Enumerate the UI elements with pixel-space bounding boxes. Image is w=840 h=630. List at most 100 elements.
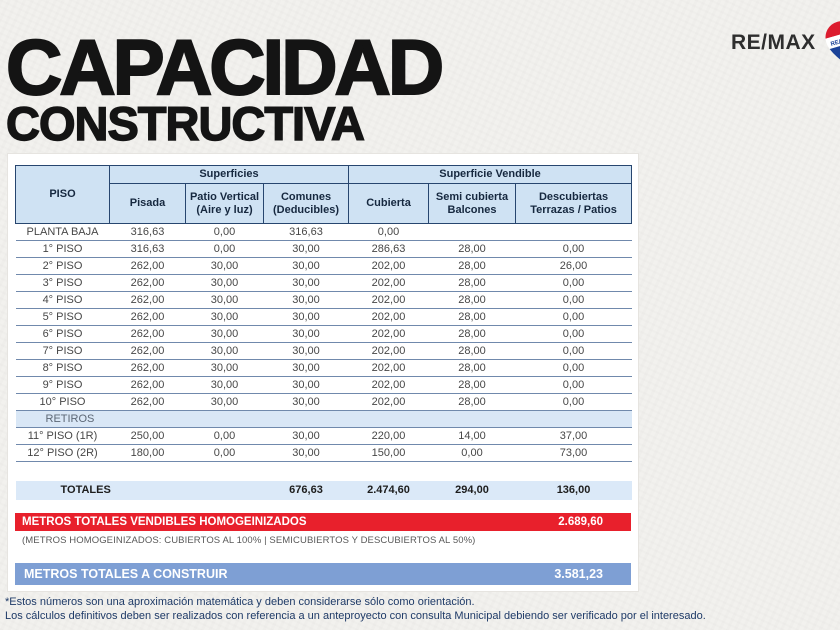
value-cell: 0,00 [348, 223, 429, 241]
value-cell: 28,00 [428, 274, 516, 292]
value-cell: 30,00 [185, 308, 264, 326]
table-row: PLANTA BAJA 316,63 0,00 316,63 0,00 [15, 223, 632, 241]
floor-label: 10° PISO [15, 393, 110, 411]
table-row: 7° PISO 262,00 30,00 30,00 202,00 28,00 0,00 [15, 342, 632, 360]
floor-label: 1° PISO [15, 240, 110, 258]
value-cell: 262,00 [109, 308, 186, 326]
table-row: 12° PISO (2R) 180,00 0,00 30,00 150,00 0,00 73… [15, 444, 632, 462]
value-cell: 30,00 [263, 359, 349, 377]
value-cell: 202,00 [348, 308, 429, 326]
value-cell: 0,00 [515, 325, 632, 343]
value-cell: 28,00 [428, 359, 516, 377]
value-cell: 30,00 [185, 274, 264, 292]
table-row: 10° PISO 262,00 30,00 30,00 202,00 28,00 0,00 [15, 393, 632, 411]
vendibles-label: METROS TOTALES VENDIBLES HOMOGEINIZADOS [22, 515, 307, 528]
value-cell: 28,00 [428, 257, 516, 275]
section-row: RETIROS [15, 410, 632, 428]
value-cell: 0,00 [185, 223, 264, 241]
value-cell: 262,00 [109, 291, 186, 309]
table-header: PISO Superficies Superficie Vendible Pis… [15, 165, 633, 224]
spacer-row [16, 462, 632, 481]
value-cell: 150,00 [348, 444, 429, 462]
vendibles-value: 2.689,60 [558, 515, 603, 528]
header-group-vendible: Superficie Vendible [347, 165, 633, 184]
value-cell: 28,00 [428, 342, 516, 360]
value-cell: 180,00 [109, 444, 186, 462]
value-cell: 30,00 [185, 342, 264, 360]
value-cell: 316,63 [109, 223, 186, 241]
capacity-card: PISO Superficies Superficie Vendible Pis… [8, 154, 638, 591]
table-row: 1° PISO 316,63 0,00 30,00 286,63 28,00 0,00 [15, 240, 632, 258]
value-cell: 262,00 [109, 393, 186, 411]
value-cell: 0,00 [515, 376, 632, 394]
remax-wordmark: RE/MAX [731, 31, 816, 54]
table-row: 2° PISO 262,00 30,00 30,00 202,00 28,00 26,00 [15, 257, 632, 275]
floor-label: 8° PISO [15, 359, 110, 377]
value-cell: 28,00 [428, 240, 516, 258]
value-cell: 262,00 [109, 359, 186, 377]
value-cell: 28,00 [428, 376, 516, 394]
capacity-table: PISO Superficies Superficie Vendible Pis… [15, 165, 633, 500]
value-cell: 30,00 [263, 291, 349, 309]
construir-value: 3.581,23 [554, 566, 603, 581]
floor-label: 9° PISO [15, 376, 110, 394]
totals-descubiertas: 136,00 [515, 480, 632, 500]
value-cell: 30,00 [185, 359, 264, 377]
value-cell: 30,00 [185, 291, 264, 309]
value-cell: 202,00 [348, 291, 429, 309]
totals-semicubierta: 294,00 [428, 480, 516, 500]
value-cell: 30,00 [263, 257, 349, 275]
table-row: 9° PISO 262,00 30,00 30,00 202,00 28,00 0,00 [15, 376, 632, 394]
vendibles-bar: METROS TOTALES VENDIBLES HOMOGEINIZADOS … [15, 512, 631, 531]
disclaimer-line-2: Los cálculos definitivos deben ser reali… [5, 609, 706, 622]
value-cell: 316,63 [109, 240, 186, 258]
totals-cubierta: 2.474,60 [348, 480, 429, 500]
value-cell: 30,00 [263, 308, 349, 326]
table-row: 5° PISO 262,00 30,00 30,00 202,00 28,00 0,00 [15, 308, 632, 326]
section-label: RETIROS [15, 410, 632, 428]
totals-row: TOTALES 676,63 2.474,60 294,00 136,00 [15, 480, 632, 500]
value-cell: 28,00 [428, 393, 516, 411]
table-row: 3° PISO 262,00 30,00 30,00 202,00 28,00 0,00 [15, 274, 632, 292]
value-cell: 0,00 [515, 240, 632, 258]
header-pisada: Pisada [109, 183, 186, 224]
floor-label: 3° PISO [15, 274, 110, 292]
header-comunes: Comunes (Deducibles) [263, 183, 349, 224]
table-row: 11° PISO (1R) 250,00 0,00 30,00 220,00 14,00 3… [15, 427, 632, 445]
floor-label: 2° PISO [15, 257, 110, 275]
header-semicubierta: Semi cubierta Balcones [428, 183, 516, 224]
floor-label: PLANTA BAJA [15, 223, 110, 241]
construir-bar: METROS TOTALES A CONSTRUIR 3.581,23 [15, 562, 631, 585]
disclaimer-line-1: *Estos números son una aproximación mate… [5, 596, 475, 608]
value-cell: 28,00 [428, 308, 516, 326]
value-cell: 202,00 [348, 257, 429, 275]
value-cell: 30,00 [263, 444, 349, 462]
floor-label: 12° PISO (2R) [15, 444, 110, 462]
value-cell: 30,00 [263, 274, 349, 292]
floors-body: PLANTA BAJA 316,63 0,00 316,63 0,00 1° PISO 31… [15, 223, 632, 462]
value-cell: 26,00 [515, 257, 632, 275]
value-cell: 30,00 [263, 393, 349, 411]
value-cell: 30,00 [263, 325, 349, 343]
value-cell: 0,00 [185, 240, 264, 258]
table-row: 4° PISO 262,00 30,00 30,00 202,00 28,00 0,00 [15, 291, 632, 309]
value-cell: 28,00 [428, 325, 516, 343]
header-group-superficies: Superficies [109, 165, 349, 184]
value-cell: 0,00 [515, 342, 632, 360]
floor-label: 6° PISO [15, 325, 110, 343]
value-cell [515, 223, 632, 241]
value-cell: 262,00 [109, 325, 186, 343]
homogenized-note: (METROS HOMOGEINIZADOS: CUBIERTOS AL 100… [22, 534, 476, 546]
header-cubierta: Cubierta [348, 183, 429, 224]
table-row: 6° PISO 262,00 30,00 30,00 202,00 28,00 0,00 [15, 325, 632, 343]
value-cell: 14,00 [428, 427, 516, 445]
value-cell: 202,00 [348, 359, 429, 377]
value-cell: 30,00 [185, 325, 264, 343]
totals-comunes: 676,63 [263, 480, 349, 500]
title-line-2: CONSTRUCTIVA [5, 97, 365, 150]
value-cell: 262,00 [109, 376, 186, 394]
page-title: CAPACIDAD CONSTRUCTIVA [5, 27, 445, 150]
value-cell: 202,00 [348, 325, 429, 343]
value-cell: 30,00 [263, 240, 349, 258]
